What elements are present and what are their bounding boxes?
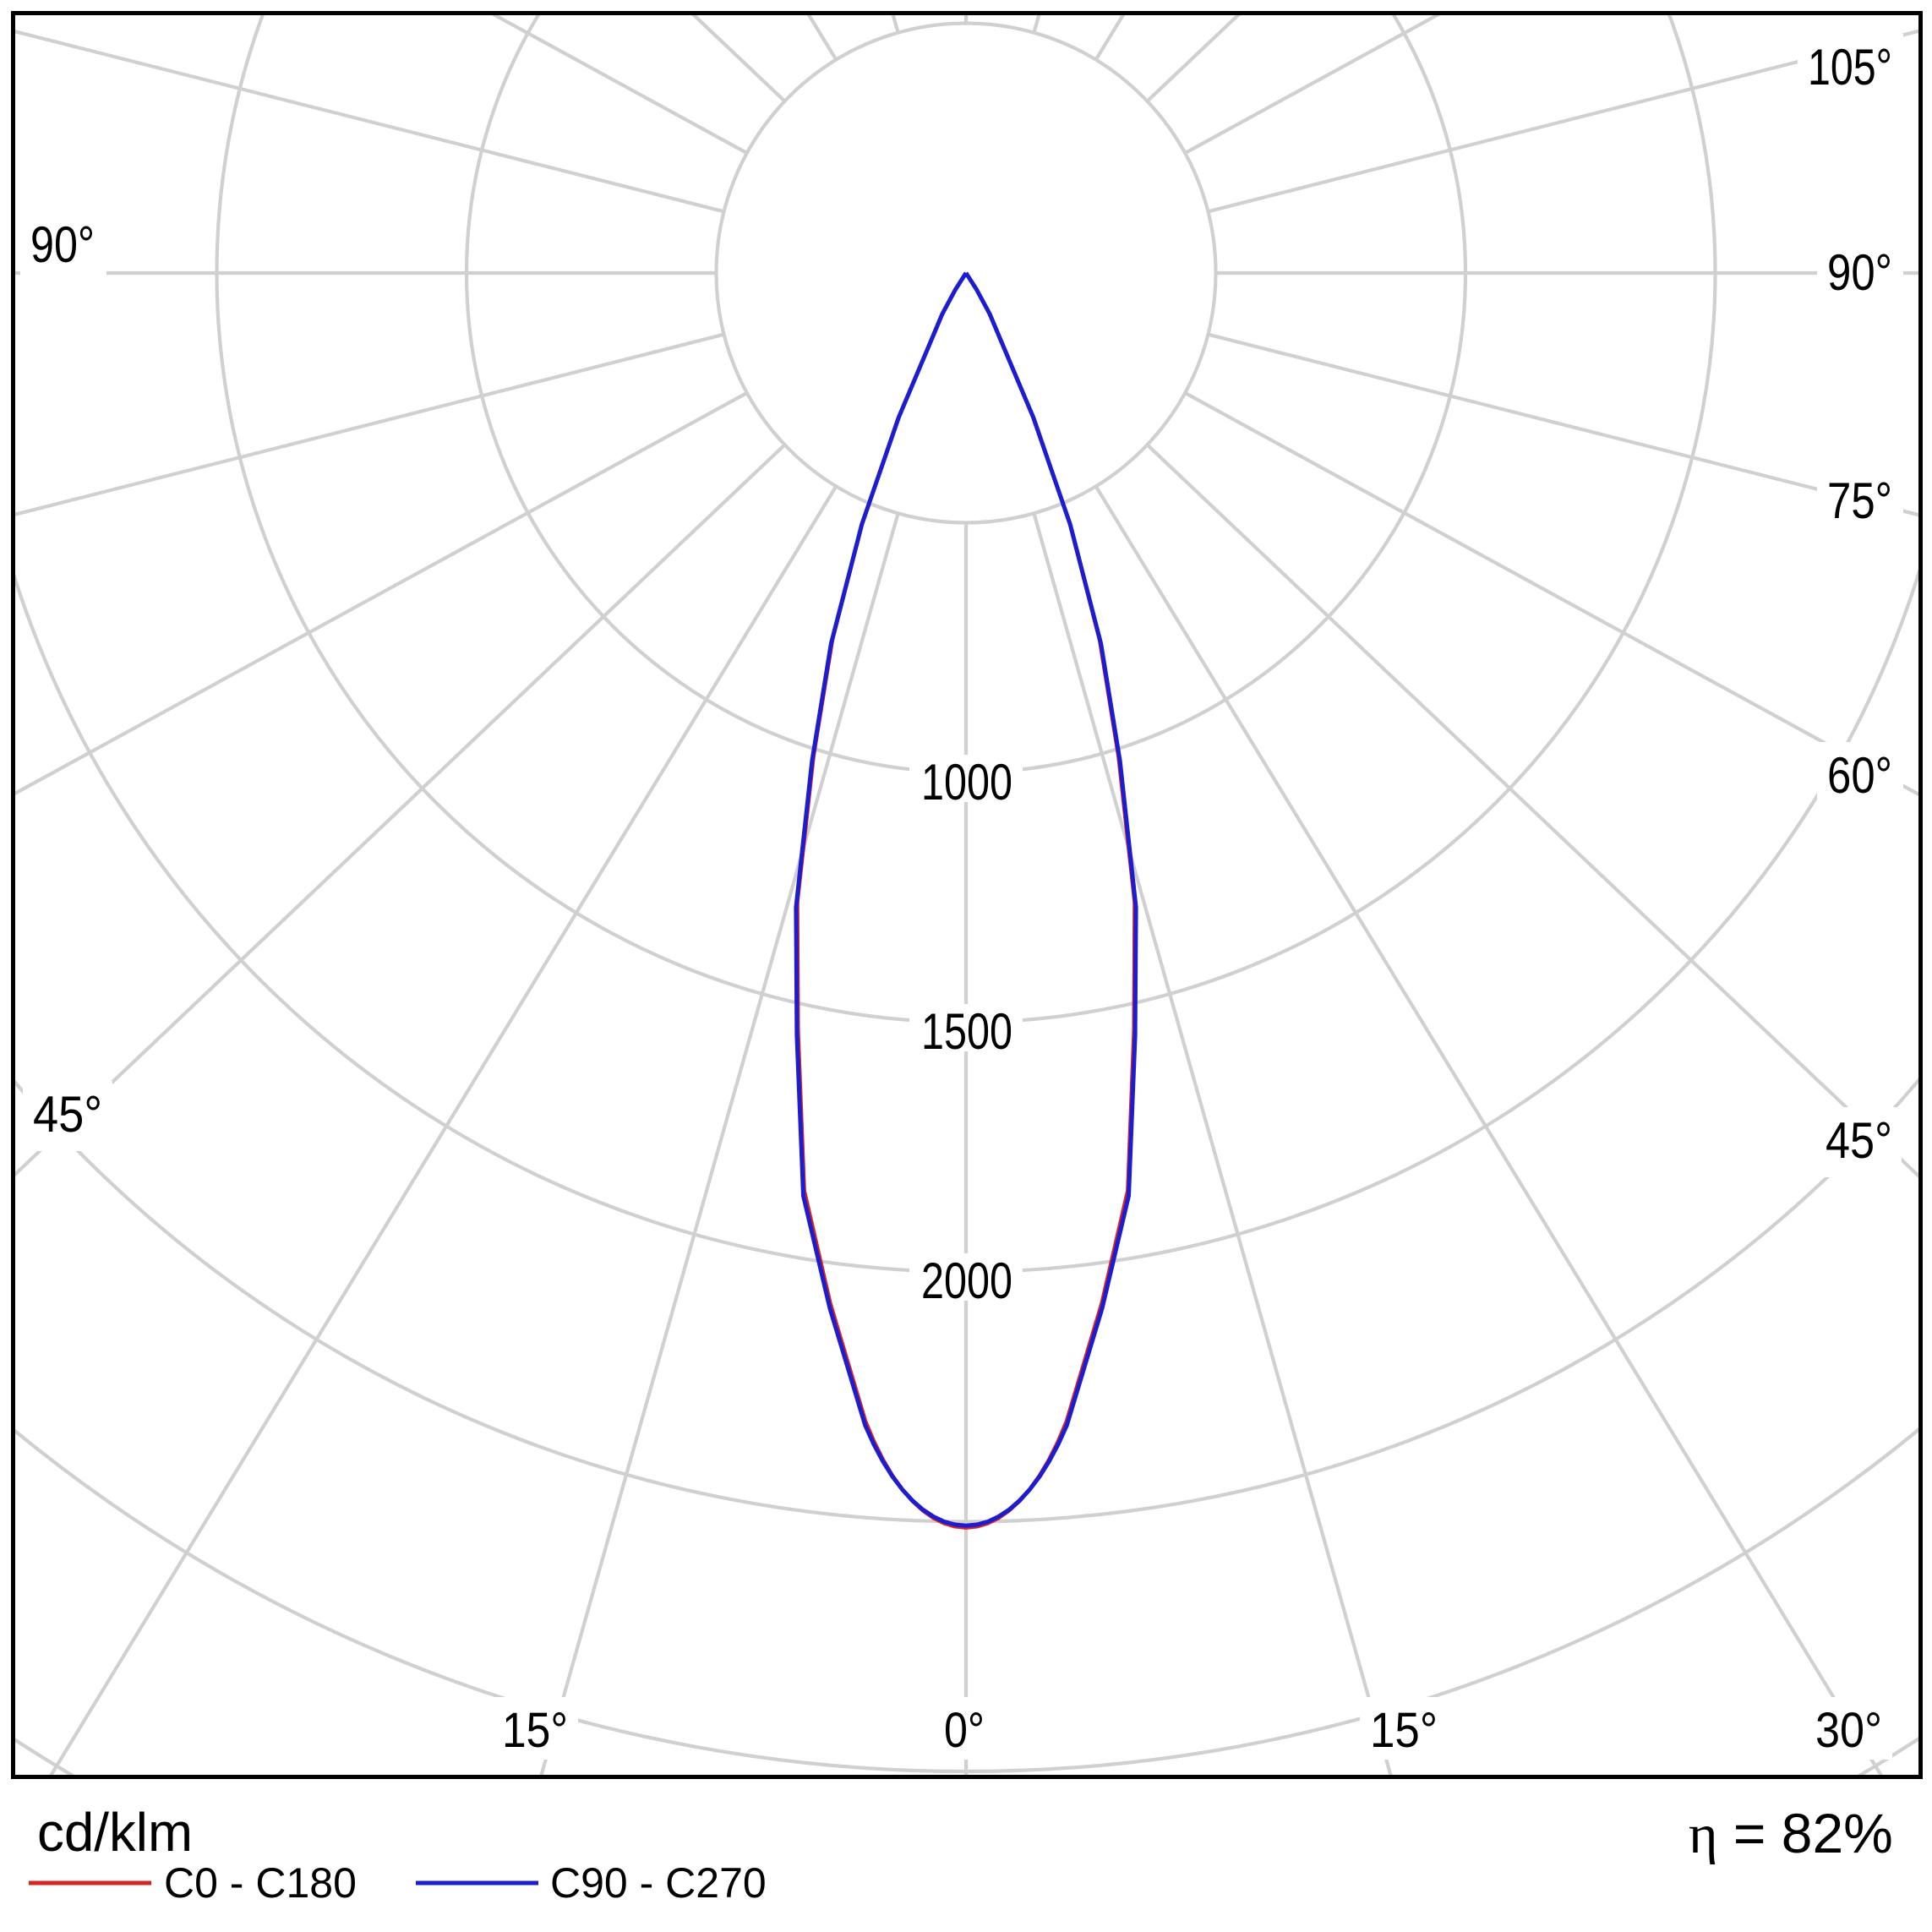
svg-text:60°: 60° (1827, 747, 1892, 804)
svg-text:η = 82%: η = 82% (1689, 1802, 1893, 1865)
svg-text:90°: 90° (1827, 244, 1892, 301)
svg-text:C0 - C180: C0 - C180 (164, 1859, 357, 1907)
svg-text:30°: 30° (1815, 1703, 1882, 1758)
svg-text:45°: 45° (1826, 1112, 1892, 1169)
svg-text:cd/klm: cd/klm (37, 1802, 193, 1863)
svg-text:2000: 2000 (921, 1253, 1012, 1309)
svg-text:C90 - C270: C90 - C270 (550, 1859, 767, 1907)
svg-text:0°: 0° (944, 1703, 985, 1758)
svg-text:45°: 45° (33, 1086, 102, 1143)
svg-text:15°: 15° (1370, 1703, 1438, 1758)
svg-text:1000: 1000 (921, 754, 1012, 810)
svg-text:1500: 1500 (921, 1003, 1012, 1060)
svg-text:75°: 75° (1827, 472, 1892, 529)
svg-text:105°: 105° (1808, 39, 1892, 96)
svg-text:15°: 15° (502, 1703, 568, 1758)
svg-text:90°: 90° (30, 216, 95, 273)
